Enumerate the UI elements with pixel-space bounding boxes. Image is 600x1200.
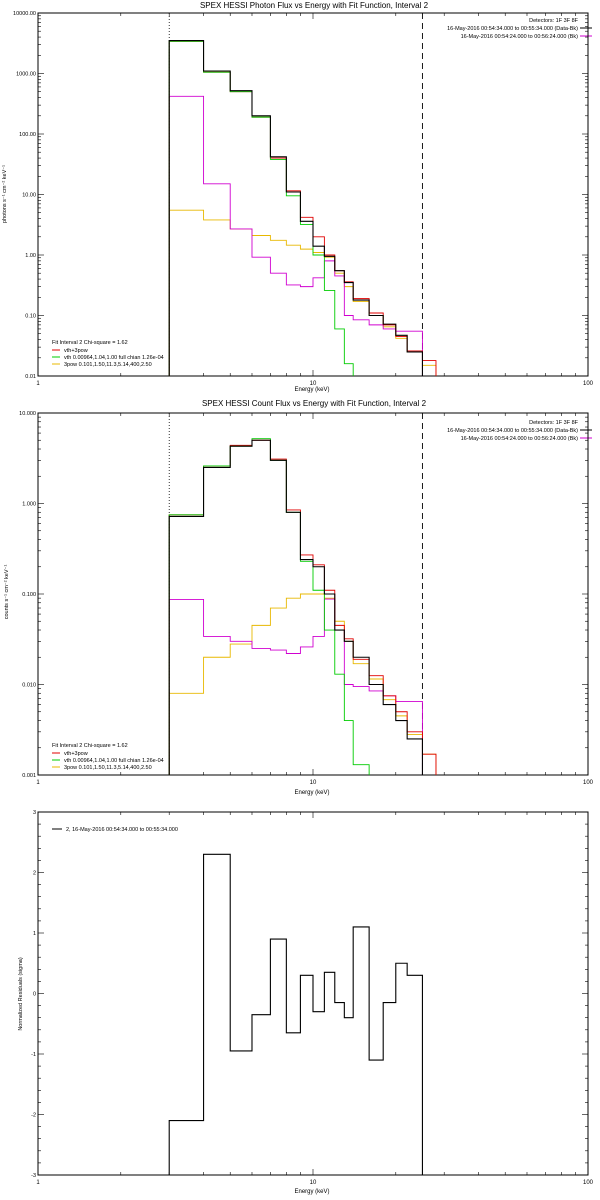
residual-y-tick-label: -3 [31,1173,36,1179]
count-y-tick-label: 10.000 [19,411,36,417]
residual-y-tick-label: 0 [33,992,36,998]
photon-series-vth [168,40,354,376]
photon-y-tick-label: 1000.00 [16,72,36,78]
photon-legend-vth3pow: vth+3pow [64,348,88,354]
count-series-group [168,438,437,775]
residual-x-tick-label: 100 [583,1180,594,1186]
photon-panel-time-data: 16-May-2016 00:54:34.000 to 00:55:34.000… [447,26,578,32]
residual-y-tick-label: 2 [33,871,36,877]
count-flux-panel: SPEX HESSI Count Flux vs Energy with Fit… [4,399,592,796]
photon-legend-3pow: 3pow 0.101,1.50,11.3,5.14,400,2.50 [64,362,152,368]
photon-x-tick-label: 100 [583,381,594,387]
residual-y-tick-label: 1 [33,931,36,937]
residual-y-tick-label: -1 [31,1052,36,1058]
photon-panel-time-bk: 16-May-2016 00:54:24.000 to 00:56:24.000… [461,34,579,40]
photon-legend-vth: vth 0.00964,1.04,1.00 full chian 1.26e-0… [64,355,164,361]
photon-y-axis-label: photons s⁻¹ cm⁻² keV⁻¹ [2,165,8,223]
residual-series-group [168,853,423,1175]
photon-y-tick-label: 100.00 [19,132,36,138]
count-plot: 1 10 100 0.001 0.010 0.100 1.000 10.000 [19,411,593,786]
count-y-tick-label: 0.001 [22,773,36,779]
count-y-tick-label: 1.000 [22,502,36,508]
count-panel-title: SPEX HESSI Count Flux vs Energy with Fit… [202,399,427,408]
residual-x-tick-label: 1 [36,1180,40,1186]
count-legend-fit: Fit Interval 2 Chi-square = 1.62 [52,743,128,749]
count-series-vth-3pow [168,439,437,775]
residuals-panel: 2, 16-May-2016 00:54:34.000 to 00:55:34.… [18,827,330,1195]
residual-plot: 1 10 100 -3 -2 -1 0 1 2 3 [31,810,594,1186]
photon-y-tick-label: 0.10 [25,314,36,320]
photon-plot: 1 10 100 0.01 0.10 1.00 10.00 100.00 1000.00 1000… [13,11,594,387]
count-y-tick-label: 0.010 [22,683,36,689]
count-x-tick-label: 10 [310,780,317,786]
residual-x-axis-label: Energy (keV) [294,1189,329,1195]
count-legend-vth: vth 0.00964,1.04,1.00 full chian 1.26e-0… [64,758,164,764]
count-panel-time-bk: 16-May-2016 00:54:24.000 to 00:56:24.000… [461,436,579,442]
count-series-data-0 [168,439,423,775]
photon-y-tick-label: 10.00 [22,193,36,199]
count-legend-3pow: 3pow 0.101,1.50,11.3,5.14,400,2.50 [64,765,152,771]
photon-flux-panel: SPEX HESSI Photon Flux vs Energy with Fi… [2,1,592,393]
photon-x-tick-label: 10 [310,381,317,387]
residual-y-tick-label: -2 [31,1113,36,1119]
photon-panel-title: SPEX HESSI Photon Flux vs Energy with Fi… [200,1,429,10]
count-series-3pow [168,593,437,775]
photon-panel-detectors: Detectors: 1F 3F 8F [529,18,579,24]
residual-y-axis-label: Normalized Residuals (sigma) [18,957,24,1031]
photon-x-axis-label: Energy (keV) [294,387,329,393]
residual-legend-label: 2, 16-May-2016 00:54:34.000 to 00:55:34.… [66,827,178,833]
photon-x-tick-label: 1 [36,381,40,387]
photon-series-3pow [168,209,437,376]
count-y-axis-label: counts s⁻¹ cm⁻² keV⁻¹ [4,565,10,620]
count-y-tick-label: 0.100 [22,592,36,598]
photon-series-group [168,40,437,376]
photon-series-data-4 [168,95,423,376]
photon-y-tick-label: 1.00 [25,253,36,259]
count-panel-time-data: 16-May-2016 00:54:34.000 to 00:55:34.000… [447,428,578,434]
photon-y-tick-label: 10000.00 [13,11,36,17]
count-series-vth [168,438,370,775]
count-series-data-4 [168,598,423,775]
photon-legend-fit: Fit Interval 2 Chi-square = 1.62 [52,340,128,346]
residual-series-2-16-may-2016-00-54- [168,853,423,1175]
count-x-axis-label: Energy (keV) [294,790,329,796]
count-x-tick-label: 100 [583,780,594,786]
count-legend-vth3pow: vth+3pow [64,751,88,757]
photon-series-data-0 [168,40,423,376]
count-x-tick-label: 1 [36,780,40,786]
residual-y-tick-label: 3 [33,810,36,816]
residual-x-tick-label: 10 [310,1180,317,1186]
count-panel-detectors: Detectors: 1F 3F 8F [529,420,579,426]
photon-axes-frame [37,12,589,377]
photon-y-tick-label: 0.01 [25,374,36,380]
